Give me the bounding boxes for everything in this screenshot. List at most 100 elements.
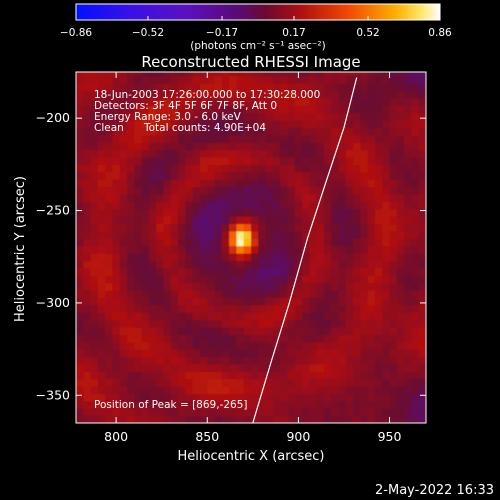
heatmap-cell [83,179,92,188]
heatmap-cell [199,230,208,239]
heatmap-cell [119,386,128,395]
heatmap-cell [236,171,245,180]
heatmap-cell [338,97,347,106]
heatmap-cell [345,208,354,217]
heatmap-cell [294,363,303,372]
heatmap-cell [236,267,245,276]
heatmap-cell [258,319,267,328]
heatmap-cell [323,386,332,395]
heatmap-cell [192,75,201,84]
heatmap-cell [396,127,405,136]
heatmap-cell [338,363,347,372]
heatmap-cell [309,127,318,136]
heatmap-cell [236,386,245,395]
heatmap-cell [141,127,150,136]
heatmap-cell [221,253,230,262]
heatmap-cell [127,127,135,136]
heatmap-cell [163,393,172,402]
heatmap-cell [404,120,413,129]
heatmap-cell [367,149,376,158]
heatmap-cell [411,267,420,276]
heatmap-cell [389,267,398,276]
heatmap-cell [309,349,318,358]
heatmap-cell [302,105,310,114]
heatmap-cell [97,156,106,165]
heatmap-cell [83,275,92,284]
chart-title: Reconstructed RHESSI Image [141,53,360,71]
heatmap-cell [112,312,121,321]
heatmap-cell [258,326,267,335]
heatmap-cell [367,97,376,106]
heatmap-cell [389,304,398,313]
heatmap-cell [148,386,157,395]
heatmap-cell [258,253,267,262]
heatmap-cell [251,223,259,232]
heatmap-cell [382,208,391,217]
heatmap-cell [287,341,296,350]
heatmap-cell [251,378,259,387]
heatmap-cell [127,223,135,232]
heatmap-cell [360,142,369,151]
heatmap-cell [192,105,201,114]
heatmap-cell [316,186,325,195]
heatmap-cell [360,297,369,306]
heatmap-cell [178,164,186,173]
heatmap-cell [105,105,114,114]
heatmap-cell [199,267,208,276]
heatmap-cell [360,156,369,165]
heatmap-cell [97,105,106,114]
heatmap-cell [199,408,208,417]
heatmap-cell [360,245,369,254]
heatmap-cell [119,253,128,262]
heatmap-cell [265,378,274,387]
heatmap-cell [331,275,340,284]
heatmap-cell [119,312,128,321]
heatmap-cell [119,223,128,232]
heatmap-cell [258,164,267,173]
heatmap-cell [272,105,281,114]
heatmap-cell [265,223,274,232]
heatmap-cell [170,253,179,262]
heatmap-cell [265,105,274,114]
heatmap-cell [112,253,121,262]
heatmap-cell [331,186,340,195]
heatmap-cell [207,149,216,158]
heatmap-cell [170,349,179,358]
heatmap-cell [170,319,179,328]
heatmap-cell [382,245,391,254]
heatmap-cell [411,400,420,409]
heatmap-cell [76,112,84,121]
heatmap-cell [418,289,426,298]
heatmap-cell [214,386,223,395]
heatmap-cell [83,193,92,202]
heatmap-cell [323,127,332,136]
heatmap-cell [287,356,296,365]
heatmap-cell [127,282,135,291]
heatmap-cell [418,120,426,129]
heatmap-cell [374,334,383,343]
heatmap-cell [265,112,274,121]
heatmap-cell [127,319,135,328]
heatmap-cell [389,164,398,173]
heatmap-cell [199,105,208,114]
footer-date: 2-May-2022 16:33 [375,483,494,498]
heatmap-cell [134,378,143,387]
heatmap-cell [396,386,405,395]
heatmap-cell [367,297,376,306]
heatmap-cell [148,282,157,291]
heatmap-cell [360,386,369,395]
heatmap-cell [119,326,128,335]
heatmap-cell [156,171,165,180]
heatmap-cell [207,105,216,114]
heatmap-cell [396,297,405,306]
heatmap-cell [170,275,179,284]
heatmap-cell [243,75,252,84]
heatmap-cell [396,230,405,239]
heatmap-cell [302,179,310,188]
heatmap-cell [185,341,194,350]
heatmap-cell [382,260,391,269]
heatmap-cell [105,134,114,143]
heatmap-cell [185,275,194,284]
heatmap-cell [294,408,303,417]
heatmap-cell [258,260,267,269]
